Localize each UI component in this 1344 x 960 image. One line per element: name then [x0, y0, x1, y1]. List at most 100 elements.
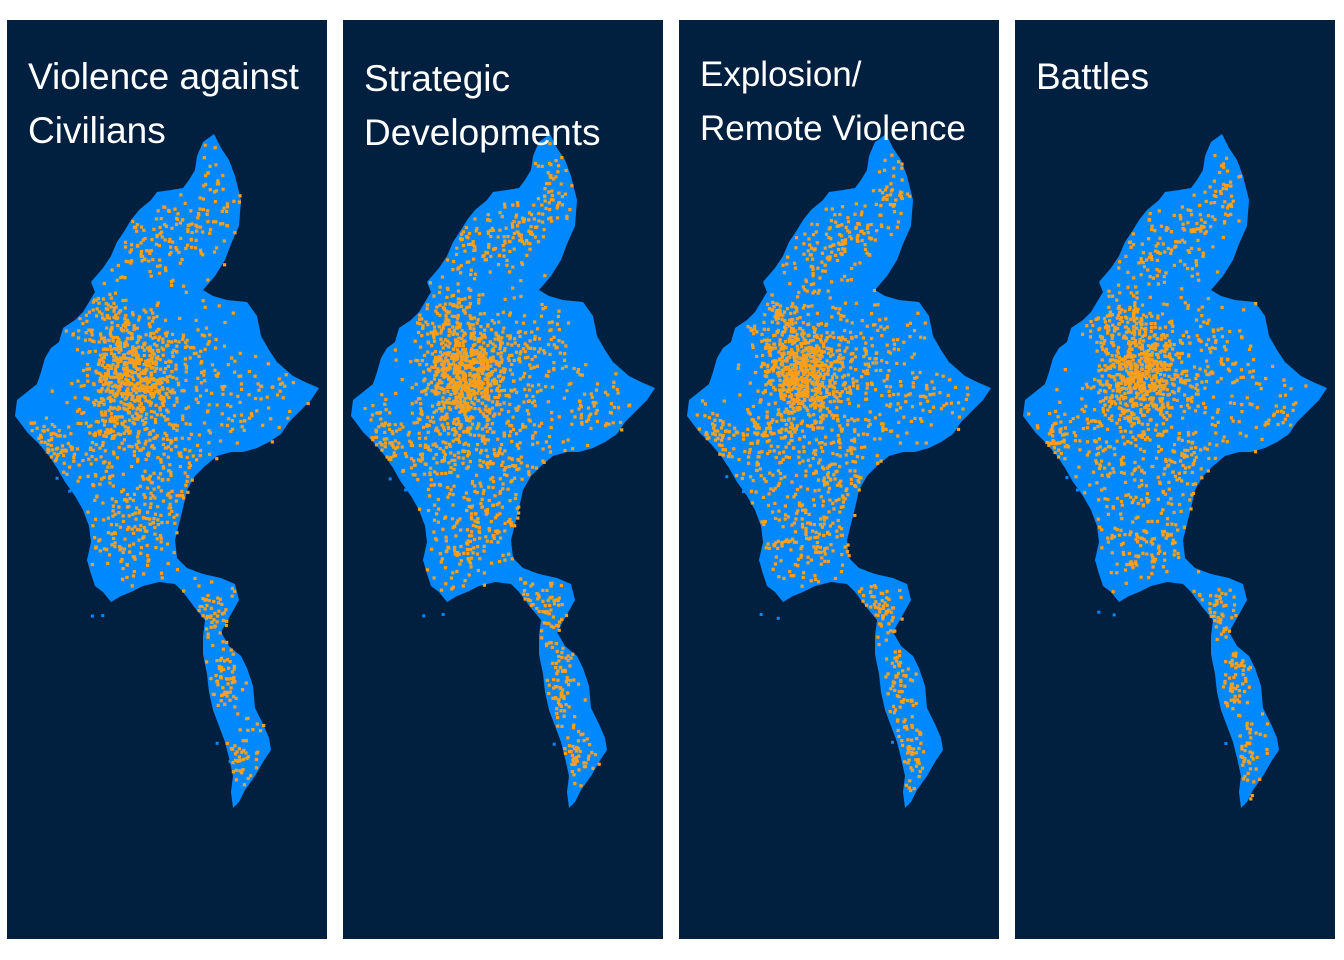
event-dot	[826, 490, 830, 494]
event-dot	[220, 412, 224, 416]
event-dot	[485, 392, 489, 396]
event-dot	[134, 356, 139, 360]
event-dot	[780, 317, 784, 321]
event-dot	[777, 388, 782, 392]
event-dot	[815, 241, 819, 245]
event-dot	[465, 548, 469, 552]
event-dot	[768, 353, 772, 358]
event-dot	[159, 367, 163, 371]
event-dot	[544, 305, 548, 310]
event-dot	[469, 406, 473, 410]
event-dot	[465, 385, 469, 389]
event-dot	[483, 366, 487, 371]
event-dot	[782, 318, 786, 322]
event-dot	[239, 374, 243, 378]
event-dot	[775, 313, 779, 318]
event-dot	[70, 382, 74, 386]
event-dot	[98, 482, 102, 486]
event-dot	[157, 244, 161, 248]
event-dot	[451, 493, 455, 497]
event-dot	[567, 744, 571, 748]
event-dot	[460, 362, 464, 367]
event-dot	[461, 348, 465, 352]
event-dot	[806, 249, 810, 253]
event-dot	[456, 417, 460, 421]
event-dot	[134, 517, 138, 521]
event-dot	[436, 366, 440, 370]
event-dot	[128, 550, 132, 554]
event-dot	[464, 415, 469, 419]
event-dot	[118, 388, 122, 392]
event-dot	[538, 347, 542, 351]
event-dot	[194, 318, 198, 322]
event-dot	[115, 456, 120, 460]
event-dot	[452, 371, 456, 375]
event-dot	[136, 415, 140, 419]
event-dot	[467, 383, 472, 387]
event-dot	[456, 551, 460, 555]
event-dot	[118, 545, 122, 549]
event-dot	[142, 535, 146, 539]
event-dot	[888, 385, 892, 389]
event-dot	[876, 328, 880, 332]
event-dot	[483, 377, 487, 381]
event-dot	[437, 391, 441, 395]
event-dot	[571, 447, 575, 451]
event-dot	[526, 355, 530, 359]
event-dot	[526, 593, 530, 597]
event-dot	[490, 226, 494, 231]
event-dot	[896, 220, 900, 224]
event-dot	[424, 320, 428, 324]
event-dot	[109, 375, 113, 379]
event-dot	[135, 243, 140, 247]
event-dot	[94, 457, 98, 462]
event-dot	[866, 362, 870, 366]
event-dot	[142, 388, 146, 392]
event-dot	[159, 536, 163, 540]
event-dot	[500, 341, 504, 345]
event-dot	[163, 266, 168, 270]
event-dot	[454, 341, 458, 345]
event-dot	[800, 525, 805, 529]
event-dot	[181, 218, 185, 222]
event-dot	[441, 326, 445, 330]
event-dot	[534, 466, 539, 470]
event-dot	[201, 197, 205, 201]
event-dot	[444, 316, 448, 320]
event-dot	[275, 393, 280, 397]
event-dot	[136, 460, 140, 464]
event-dot	[475, 520, 479, 524]
event-dot	[483, 387, 487, 391]
event-dot	[230, 586, 234, 590]
event-dot	[484, 448, 488, 452]
event-dot	[158, 396, 162, 400]
event-dot	[126, 387, 130, 391]
event-dot	[443, 417, 447, 421]
event-dot	[110, 497, 114, 501]
event-dot	[577, 768, 581, 772]
event-dot	[518, 352, 522, 356]
event-dot	[444, 535, 448, 539]
event-dot	[865, 382, 869, 386]
event-dot	[228, 690, 232, 694]
event-dot	[158, 382, 162, 386]
event-dot	[63, 434, 67, 438]
event-dot	[885, 384, 889, 389]
event-dot	[577, 407, 581, 411]
event-dot	[462, 339, 466, 343]
event-dot	[501, 460, 505, 464]
event-dot	[207, 441, 211, 445]
event-dot	[787, 378, 791, 382]
event-dot	[213, 611, 217, 615]
event-dot	[877, 170, 882, 174]
event-dot	[369, 418, 373, 422]
event-dot	[230, 419, 234, 423]
event-dot	[127, 444, 131, 448]
event-dot	[232, 664, 236, 668]
event-dot	[469, 316, 473, 320]
event-dot	[153, 532, 157, 536]
event-dot	[466, 551, 470, 556]
event-dot	[414, 400, 418, 404]
event-dot	[150, 445, 154, 449]
event-dot	[888, 351, 893, 355]
